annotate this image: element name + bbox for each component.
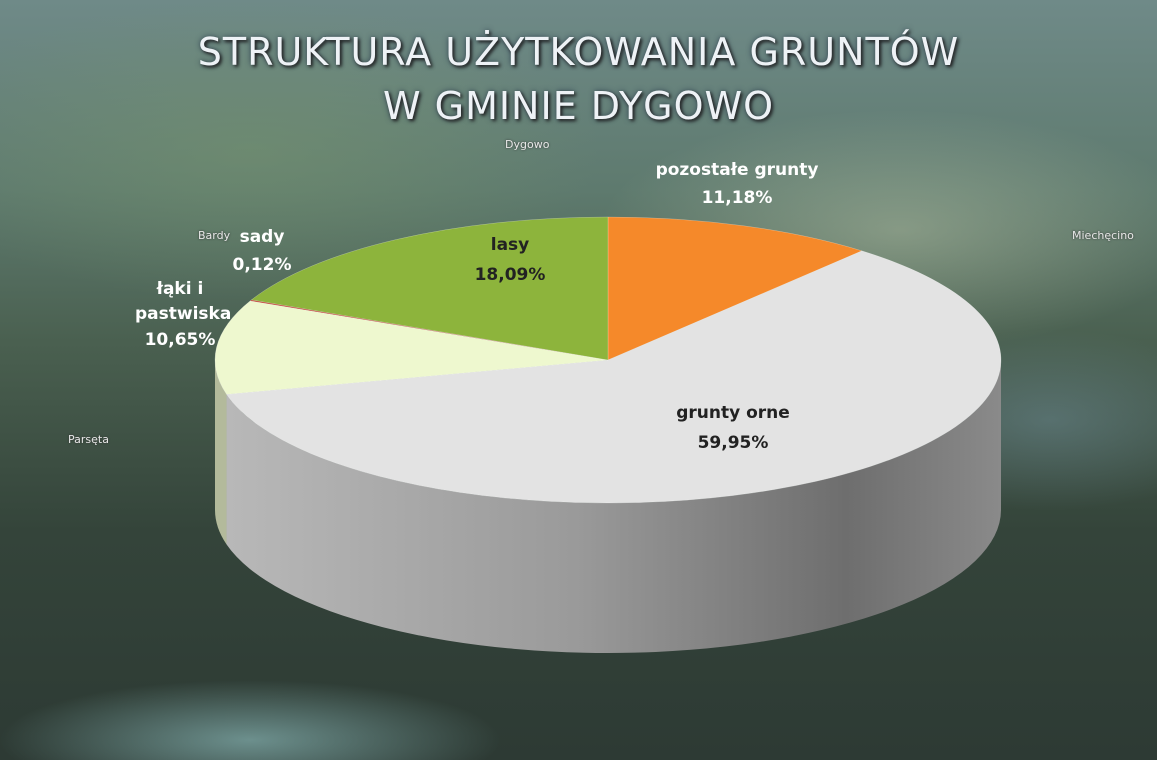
value-label: 18,09%	[474, 265, 546, 285]
category-label: łąki i pastwiska	[135, 279, 232, 324]
slice	[249, 299, 609, 361]
map-label: Bardy	[198, 229, 231, 242]
slice-side	[215, 360, 227, 545]
slice	[607, 216, 863, 361]
slice-side	[226, 360, 1002, 653]
map-label: Parsęta	[68, 433, 109, 446]
slice	[214, 300, 609, 395]
value-label: 11,18%	[701, 188, 773, 208]
category-label: grunty orne	[676, 403, 790, 423]
category-label: sady	[239, 227, 285, 247]
chart-title: W GMINIE DYGOWO	[382, 84, 775, 128]
value-label: 10,65%	[144, 330, 216, 350]
value-label: 59,95%	[697, 433, 769, 453]
value-label: 0,12%	[232, 255, 292, 275]
category-label: pozostałe grunty	[655, 160, 819, 180]
category-label: lasy	[490, 235, 530, 255]
slice	[226, 250, 1002, 504]
chart-title: STRUKTURA UŻYTKOWANIA GRUNTÓW	[197, 30, 960, 74]
map-label: Dygowo	[505, 138, 550, 151]
map-label: Miechęcino	[1072, 229, 1134, 242]
slice	[250, 216, 609, 361]
